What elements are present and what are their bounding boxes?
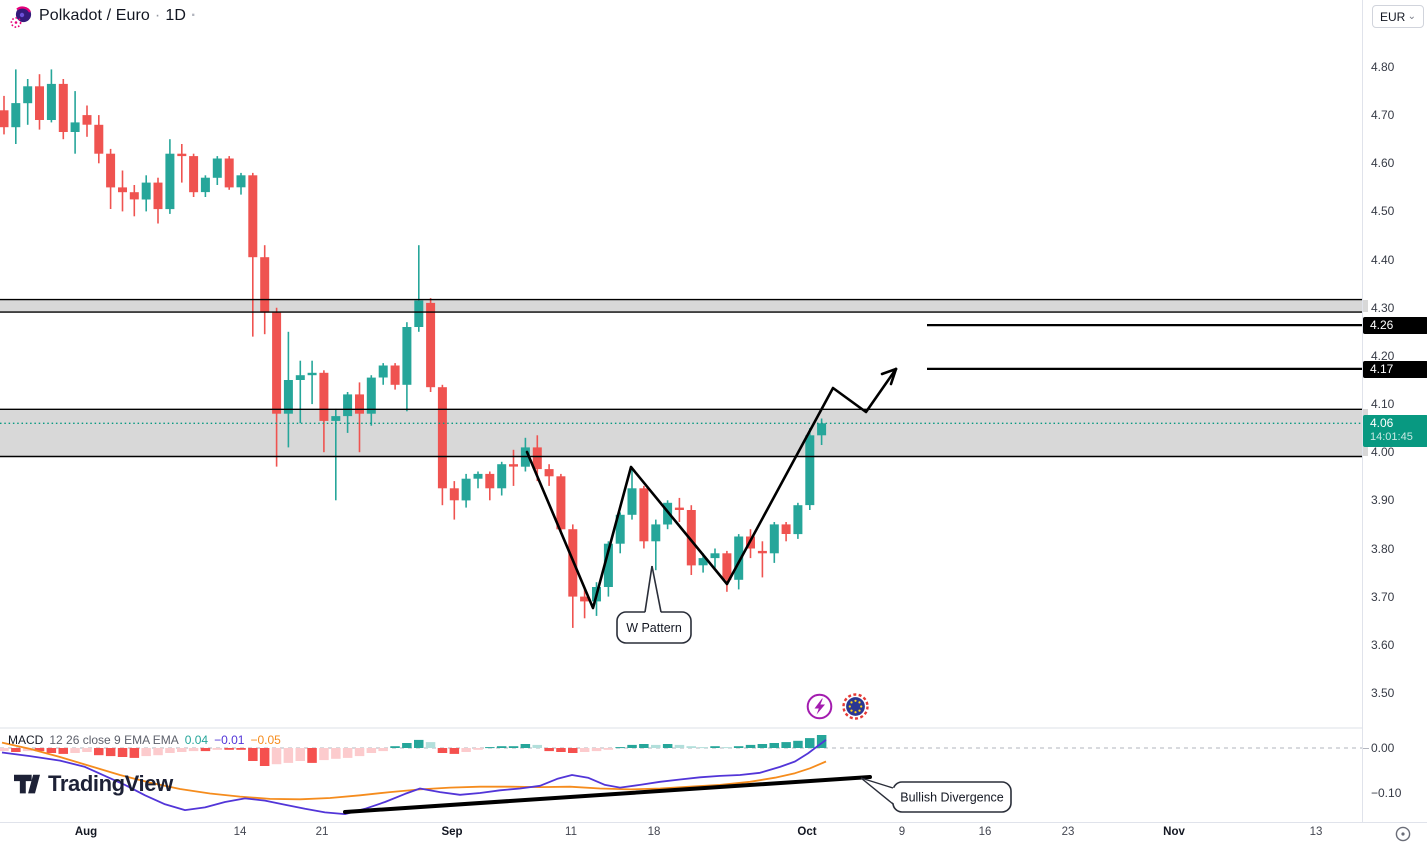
current-price-badge: 4.06 14:01:45 bbox=[1363, 415, 1427, 447]
title-more-dot: · bbox=[191, 7, 197, 24]
session-settings-icon[interactable] bbox=[1394, 825, 1412, 843]
macd-signal-line bbox=[1, 741, 827, 801]
current-price-value: 4.06 bbox=[1370, 416, 1394, 430]
tradingview-brand-text: TradingView bbox=[48, 771, 173, 796]
bullish-divergence-callout[interactable]: Bullish Divergence bbox=[860, 777, 1012, 813]
candlestick-chart: W Pattern Bullish Divergence bbox=[0, 69, 1362, 815]
macd-hist-value: 0.04 bbox=[184, 733, 209, 747]
price-tick: 4.10 bbox=[1371, 397, 1395, 412]
tradingview-watermark: TradingView bbox=[14, 771, 173, 797]
eu-stars bbox=[848, 699, 863, 714]
time-tick-9: 9 bbox=[898, 826, 906, 838]
eu-flag-icon bbox=[842, 693, 869, 720]
symbol-title[interactable]: Polkadot / Euro · 1D · bbox=[39, 7, 196, 25]
symbol-name[interactable]: Polkadot / Euro bbox=[39, 7, 150, 24]
price-tick: 4.60 bbox=[1371, 156, 1395, 171]
price-tick: 4.80 bbox=[1371, 60, 1395, 74]
price-tick: 4.00 bbox=[1371, 445, 1395, 460]
macd-params: 12 26 close 9 EMA EMA bbox=[49, 733, 179, 747]
supply-demand-zones[interactable] bbox=[0, 299, 1362, 457]
interval-label[interactable]: 1D bbox=[165, 7, 186, 24]
divergence-trendline[interactable] bbox=[343, 775, 872, 814]
price-tick: 4.30 bbox=[1371, 300, 1395, 315]
pair-icons bbox=[806, 693, 869, 720]
macd-line bbox=[1, 739, 827, 815]
macd-axis-tick: −0.10 bbox=[1371, 786, 1402, 800]
macd-histogram bbox=[0, 735, 827, 766]
price-tick: 4.20 bbox=[1371, 348, 1395, 363]
time-tick-Nov: Nov bbox=[1163, 826, 1185, 838]
price-tick: 3.50 bbox=[1371, 685, 1395, 700]
title-separator: · bbox=[154, 7, 161, 24]
level-badge-417: 4.17 bbox=[1363, 361, 1427, 378]
time-tick-11: 11 bbox=[565, 826, 577, 838]
price-tick: 3.70 bbox=[1371, 589, 1395, 604]
lightning-icon bbox=[806, 693, 833, 720]
time-tick-14: 14 bbox=[233, 826, 247, 838]
chart-header: Polkadot / Euro · 1D · bbox=[0, 0, 1360, 32]
price-tick: 3.80 bbox=[1371, 541, 1395, 556]
price-tick: 4.70 bbox=[1371, 108, 1395, 123]
candles bbox=[0, 69, 827, 628]
currency-selector[interactable]: EUR ⌄ bbox=[1372, 5, 1424, 28]
time-tick-Sep: Sep bbox=[441, 826, 463, 838]
polkadot-logo-icon bbox=[10, 6, 32, 28]
w-pattern-callout[interactable]: W Pattern bbox=[616, 565, 692, 644]
zone-fill[interactable] bbox=[0, 299, 1362, 313]
macd-title: MACD bbox=[8, 733, 44, 747]
zone-axis-stub bbox=[1363, 299, 1368, 313]
time-tick-16: 16 bbox=[978, 826, 992, 838]
time-tick-23: 23 bbox=[1061, 826, 1075, 838]
level-lines[interactable] bbox=[927, 324, 1362, 370]
time-tick-21: 21 bbox=[315, 826, 329, 838]
price-tick: 3.60 bbox=[1371, 637, 1395, 652]
price-tick: 3.90 bbox=[1371, 493, 1395, 508]
bullish-divergence-callout-label: Bullish Divergence bbox=[900, 791, 1004, 805]
price-tick: 4.50 bbox=[1371, 204, 1395, 219]
price-tick: 4.40 bbox=[1371, 252, 1395, 267]
price-axis[interactable]: 4.80 4.70 4.60 4.50 4.40 4.30 4.20 4.10 4.00 3.90… bbox=[1362, 0, 1427, 822]
time-axis[interactable]: Aug 14 21 Sep 11 18 Oct 9 16 23 Nov 13 bbox=[0, 822, 1427, 843]
trend-arrow-drawing[interactable] bbox=[525, 367, 898, 610]
chevron-down-icon: ⌄ bbox=[1407, 10, 1416, 22]
macd-readout[interactable]: MACD 12 26 close 9 EMA EMA 0.04 −0.01 −0… bbox=[8, 733, 281, 747]
macd-line-value: −0.01 bbox=[214, 733, 245, 747]
level-badge-426: 4.26 bbox=[1363, 317, 1427, 334]
time-tick-18: 18 bbox=[647, 826, 661, 838]
time-tick-Oct: Oct bbox=[797, 826, 817, 838]
macd-signal-value: −0.05 bbox=[250, 733, 281, 747]
w-pattern-callout-label: W Pattern bbox=[626, 621, 682, 635]
current-price-time: 14:01:45 bbox=[1370, 431, 1413, 443]
time-tick-13: 13 bbox=[1309, 826, 1323, 838]
macd-axis-tick: 0.00 bbox=[1371, 741, 1395, 755]
tradingview-logo-icon bbox=[14, 774, 40, 793]
zone-borders[interactable] bbox=[0, 298, 1362, 458]
time-tick-Aug: Aug bbox=[74, 826, 98, 838]
zero-axis-tick bbox=[1363, 748, 1369, 749]
zone-fill[interactable] bbox=[0, 409, 1362, 457]
currency-label: EUR bbox=[1380, 9, 1406, 24]
